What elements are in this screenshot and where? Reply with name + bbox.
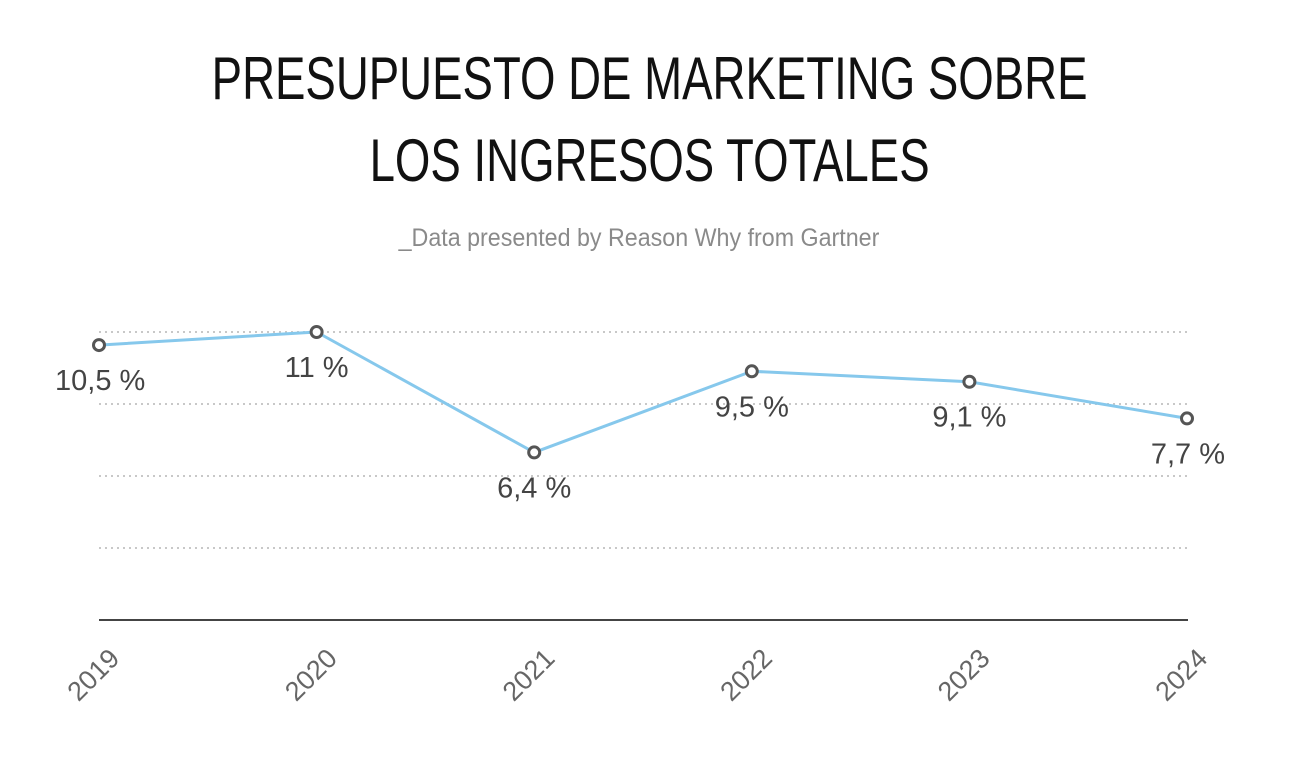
- chart-title-line-1: PRESUPUESTO DE MARKETING SOBRE: [211, 45, 1088, 112]
- data-point-2019: [92, 338, 106, 353]
- data-labels: 10,5 % 11 % 6,4 % 9,5 % 9,1 % 7,7 %: [55, 352, 1225, 504]
- chart-subtitle: _Data presented by Reason Why from Gartn…: [398, 224, 880, 252]
- x-tick-label-2023: 2023: [932, 643, 996, 707]
- chart-title-line-2: LOS INGRESOS TOTALES: [369, 127, 930, 194]
- series-line: [98, 330, 1188, 454]
- data-label-2019: 10,5 %: [55, 365, 145, 397]
- data-point-2023: [962, 374, 977, 389]
- data-label-2024: 7,7 %: [1151, 438, 1225, 470]
- x-tick-label-2024: 2024: [1150, 643, 1214, 707]
- data-points: [92, 325, 1194, 460]
- x-tick-label-2021: 2021: [497, 643, 561, 707]
- data-point-2021: [527, 445, 542, 460]
- data-point-2022: [744, 364, 759, 379]
- data-label-2023: 9,1 %: [932, 402, 1006, 434]
- gridlines: [99, 331, 1188, 549]
- data-label-2021: 6,4 %: [497, 472, 571, 504]
- data-label-2022: 9,5 %: [715, 391, 789, 423]
- x-tick-label-2020: 2020: [279, 643, 343, 707]
- series-line-group: [98, 330, 1188, 454]
- x-tick-label-2022: 2022: [714, 643, 778, 707]
- data-label-2020: 11 %: [285, 352, 349, 384]
- chart-title: PRESUPUESTO DE MARKETING SOBRE LOS INGRE…: [154, 38, 1145, 202]
- data-point-2024: [1180, 411, 1194, 426]
- data-point-2020: [309, 325, 324, 339]
- x-tick-label-2019: 2019: [62, 643, 126, 707]
- x-axis-tick-labels: 2019 2020 2021 2022 2023 2024: [62, 643, 1214, 707]
